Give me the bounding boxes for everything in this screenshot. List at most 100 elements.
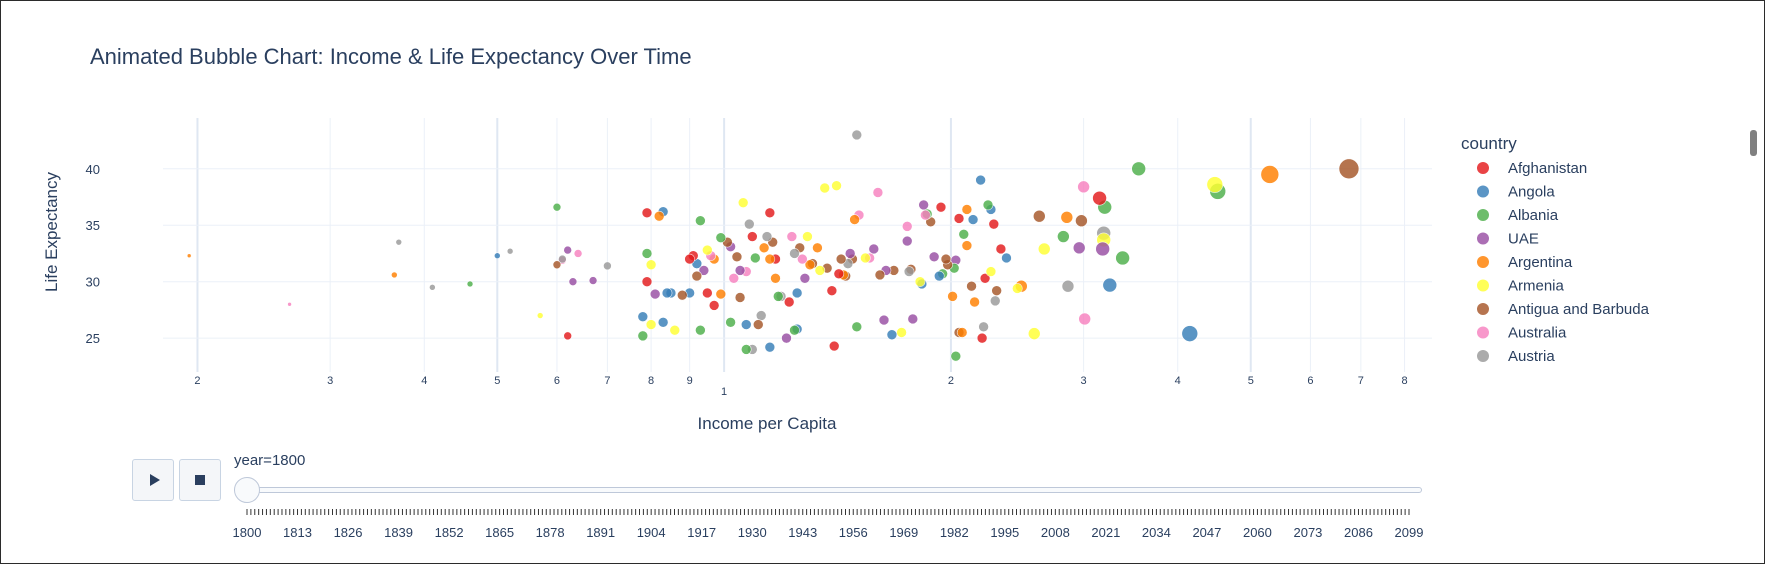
bubble-afghanistan <box>995 243 1007 255</box>
bubble-uae <box>588 276 598 285</box>
axes: 2 3 4 5 6 7 8 9 1 2 3 4 5 6 7 8 25 30 35 40 <box>86 162 1408 398</box>
slider-tick-label: 2099 <box>1395 525 1424 540</box>
bubble-argentina <box>969 296 980 308</box>
bubble-austria <box>1061 279 1075 293</box>
bubble-albania <box>958 228 970 240</box>
y-tick-label: 30 <box>86 275 100 290</box>
slider-year: 1800 <box>271 452 306 469</box>
bubble-armenia <box>1027 327 1041 340</box>
bubble-armenia <box>896 327 907 338</box>
bubble-antigua-and-barbuda <box>676 289 688 301</box>
slider-tick-label: 1800 <box>233 525 262 540</box>
bubble-armenia <box>1012 283 1023 294</box>
legend-item-label: Austria <box>1508 348 1555 365</box>
bubble-uae <box>799 273 811 284</box>
bubble-afghanistan <box>826 285 838 297</box>
bubble-argentina <box>804 259 816 271</box>
slider-tick-label: 1826 <box>334 525 363 540</box>
legend-item-label: UAE <box>1508 231 1539 248</box>
legend-marker <box>1477 209 1489 221</box>
bubble-uae <box>698 265 710 276</box>
x-tick-label: 3 <box>327 375 333 387</box>
bubble-australia <box>1077 180 1090 194</box>
legend[interactable]: country Afghanistan Angola Albania UAE Argen… <box>1461 134 1650 365</box>
legend-item-label: Armenia <box>1508 278 1565 295</box>
bubble-angola <box>1181 325 1199 342</box>
bubble-albania <box>637 330 649 342</box>
x-tick-label: 3 <box>1081 375 1087 387</box>
play-icon <box>149 474 160 486</box>
bubble-albania <box>950 350 962 362</box>
bubble-uae <box>928 251 940 263</box>
legend-marker <box>1477 326 1489 339</box>
bubble-afghanistan <box>1092 190 1107 206</box>
legend-scrollbar[interactable] <box>1750 130 1757 156</box>
bubble-uae <box>844 248 856 259</box>
year-slider-handle[interactable] <box>234 477 260 503</box>
bubble-austria <box>744 218 755 230</box>
bubble-armenia <box>914 276 926 287</box>
bubble-antigua-and-barbuda <box>752 319 764 330</box>
x-tick-label: 7 <box>604 375 610 387</box>
x-tick-label: 6 <box>1307 375 1313 387</box>
bubble-austria <box>761 231 773 242</box>
bubble-afghanistan <box>702 287 713 299</box>
bubble-austria <box>978 321 989 333</box>
bubble-armenia <box>819 182 831 194</box>
bubble-uae <box>918 199 929 211</box>
bubble-antigua-and-barbuda <box>940 253 952 265</box>
play-button[interactable] <box>132 459 174 501</box>
bubble-armenia <box>1037 242 1051 256</box>
bubble-australia <box>786 231 798 242</box>
bubble-argentina <box>1260 165 1280 184</box>
bubble-albania <box>851 321 863 333</box>
stop-icon <box>195 475 205 485</box>
slider-tick-label: 2086 <box>1344 525 1373 540</box>
slider-tick-label: 1878 <box>536 525 565 540</box>
legend-marker <box>1477 279 1489 292</box>
legend-title: country <box>1461 134 1517 153</box>
bubble-afghanistan <box>764 207 776 219</box>
bubble-armenia <box>645 259 657 271</box>
bubble-afghanistan <box>747 231 758 242</box>
slider-tick-label: 1904 <box>637 525 666 540</box>
bubble-austria <box>603 261 612 271</box>
bubble-armenia <box>814 265 826 276</box>
bubble-argentina <box>956 327 968 338</box>
x-tick-label: 2 <box>194 375 200 387</box>
bubble-armenia <box>985 266 997 277</box>
bubble-antigua-and-barbuda <box>1075 214 1088 228</box>
bubble-austria <box>989 295 1001 307</box>
bubble-austria <box>903 266 915 277</box>
bubble-argentina <box>947 291 958 302</box>
slider-tick-label: 1917 <box>687 525 716 540</box>
legend-item-label: Afghanistan <box>1508 160 1587 177</box>
bubble-austria <box>558 254 567 264</box>
bubble-australia <box>872 187 884 198</box>
bubble-antigua-and-barbuda <box>731 251 743 263</box>
x-tick-label: 8 <box>1401 375 1407 387</box>
bubble-afghanistan <box>783 296 795 308</box>
bubble-australia <box>1078 312 1091 326</box>
slider-tick-label: 1969 <box>889 525 918 540</box>
bubble-argentina <box>1060 211 1074 224</box>
bubble-austria <box>429 284 436 291</box>
bubble-antigua-and-barbuda <box>552 260 562 270</box>
legend-marker <box>1477 162 1489 174</box>
bubble-albania <box>982 199 994 211</box>
bubble-armenia <box>737 197 749 208</box>
bubble-albania <box>695 215 706 227</box>
bubble-albania <box>725 317 736 328</box>
y-tick-label: 35 <box>86 218 100 233</box>
bubble-angola <box>657 317 669 328</box>
bubble-uae <box>781 332 792 344</box>
grid <box>163 118 1432 372</box>
legend-item-label: Argentina <box>1508 254 1573 271</box>
bubble-afghanistan <box>979 273 991 284</box>
bubble-australia <box>287 301 292 307</box>
bubble-argentina <box>812 242 823 254</box>
year-slider-track[interactable] <box>234 487 1422 493</box>
stop-button[interactable] <box>179 459 221 501</box>
bubble-angola <box>967 214 979 225</box>
